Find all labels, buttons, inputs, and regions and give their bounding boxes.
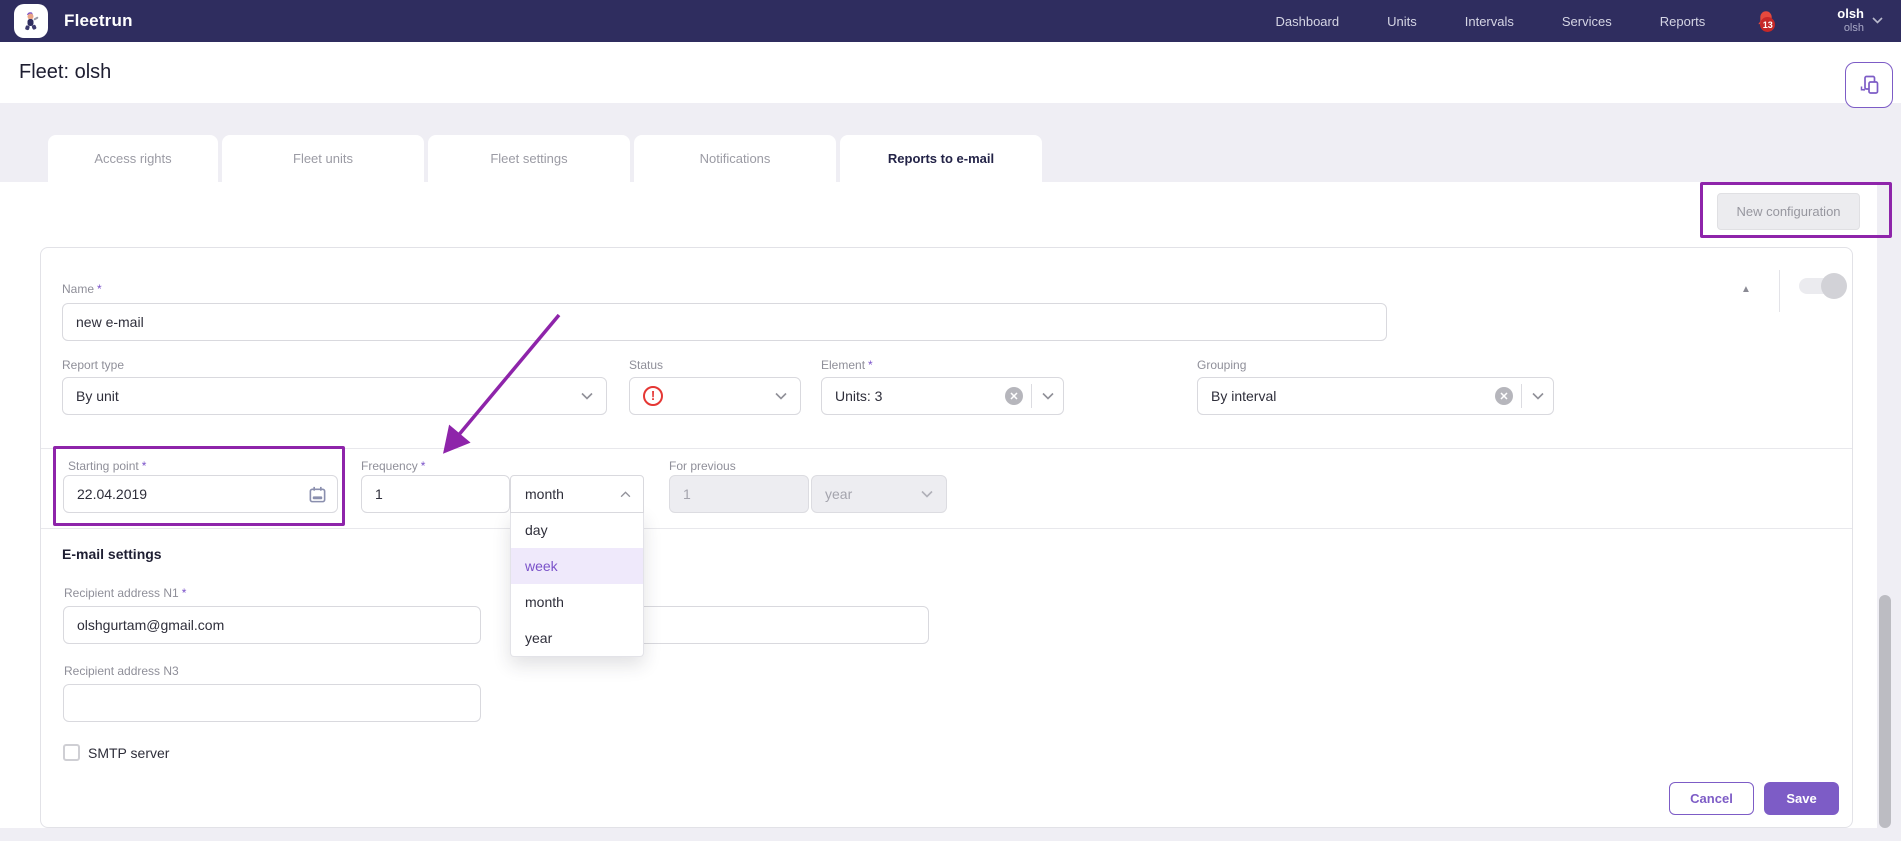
clear-grouping-icon[interactable]: ✕ xyxy=(1495,387,1513,405)
top-nav-items: Dashboard Units Intervals Services Repor… xyxy=(1252,0,1892,42)
user-name: olsh xyxy=(1837,6,1864,22)
dropdown-option-day[interactable]: day xyxy=(525,522,548,538)
chevron-down-icon xyxy=(1872,17,1883,25)
card-header-divider xyxy=(1779,270,1780,312)
clear-element-icon[interactable]: ✕ xyxy=(1005,387,1023,405)
starting-point-value: 22.04.2019 xyxy=(77,486,148,502)
copy-pages-icon xyxy=(1860,75,1879,94)
status-label: Status xyxy=(629,358,664,372)
frequency-unit-select[interactable]: month xyxy=(510,475,644,513)
grouping-select[interactable]: By interval ✕ xyxy=(1197,377,1554,415)
tab-reports-to-email[interactable]: Reports to e-mail xyxy=(840,135,1042,182)
element-select[interactable]: Units: 3 ✕ xyxy=(821,377,1064,415)
required-mark: * xyxy=(141,459,147,473)
copy-fleet-button[interactable] xyxy=(1845,62,1893,108)
notifications-bell[interactable]: 13 xyxy=(1755,9,1779,33)
toggle-knob xyxy=(1821,273,1847,299)
for-previous-unit-value: year xyxy=(825,486,853,502)
report-type-select[interactable]: By unit xyxy=(62,377,607,415)
vertical-scrollbar[interactable] xyxy=(1879,595,1891,828)
tab-access-rights[interactable]: Access rights xyxy=(48,135,218,182)
brand-name[interactable]: Fleetrun xyxy=(64,11,133,30)
chevron-up-icon xyxy=(620,490,631,497)
for-previous-label: For previous xyxy=(669,459,736,473)
chevron-down-icon xyxy=(581,392,593,400)
tab-fleet-units[interactable]: Fleet units xyxy=(222,135,424,182)
frequency-unit-value: month xyxy=(525,486,564,502)
required-mark: * xyxy=(868,358,873,372)
name-value: new e-mail xyxy=(76,314,144,330)
chevron-down-icon xyxy=(1532,392,1544,400)
dropdown-option-week[interactable]: week xyxy=(511,548,643,584)
status-select[interactable]: ! xyxy=(629,377,801,415)
for-previous-unit-select: year xyxy=(811,475,947,513)
name-input[interactable]: new e-mail xyxy=(62,303,1387,341)
element-value: Units: 3 xyxy=(835,388,883,404)
chevron-down-icon xyxy=(921,490,933,498)
starting-point-label: Starting point * xyxy=(68,459,147,473)
for-previous-input: 1 xyxy=(669,475,809,513)
notification-count-badge: 13 xyxy=(1760,17,1776,32)
recipient3-label: Recipient address N3 xyxy=(64,664,179,678)
recipient1-input[interactable]: olshgurtam@gmail.com xyxy=(63,606,481,644)
nav-intervals[interactable]: Intervals xyxy=(1464,13,1514,29)
element-label: Element * xyxy=(821,358,873,372)
calendar-icon[interactable] xyxy=(308,485,327,504)
smtp-server-checkbox[interactable] xyxy=(63,744,80,761)
page-title: Fleet: olsh xyxy=(19,61,112,83)
smtp-server-label: SMTP server xyxy=(88,745,170,761)
nav-units[interactable]: Units xyxy=(1387,13,1417,29)
recipient1-value: olshgurtam@gmail.com xyxy=(77,617,225,633)
frequency-input[interactable]: 1 xyxy=(361,475,510,513)
configuration-enabled-toggle[interactable] xyxy=(1799,273,1847,299)
chevron-down-icon xyxy=(1042,392,1054,400)
nav-dashboard[interactable]: Dashboard xyxy=(1275,13,1340,29)
required-mark: * xyxy=(181,586,187,600)
required-mark: * xyxy=(97,282,102,296)
frequency-value: 1 xyxy=(375,486,383,502)
recipient3-input[interactable] xyxy=(63,684,481,722)
recipient1-label: Recipient address N1 * xyxy=(64,586,187,600)
app-logo[interactable] xyxy=(14,4,48,38)
report-type-value: By unit xyxy=(76,388,119,404)
page-title-bar: Fleet: olsh xyxy=(0,42,1901,103)
dropdown-option-year[interactable]: year xyxy=(525,630,553,646)
dropdown-option-month[interactable]: month xyxy=(525,594,564,610)
save-button[interactable]: Save xyxy=(1764,782,1839,815)
user-menu[interactable]: olsh olsh xyxy=(1837,6,1883,35)
frequency-unit-dropdown: day week month year xyxy=(510,512,644,657)
for-previous-value: 1 xyxy=(683,486,691,502)
report-configuration-card: ▲ Name * new e-mail Report type Status El… xyxy=(40,247,1853,828)
collapse-card-icon[interactable]: ▲ xyxy=(1741,284,1751,295)
chevron-down-icon xyxy=(775,392,787,400)
tab-fleet-settings[interactable]: Fleet settings xyxy=(428,135,630,182)
mascot-icon xyxy=(25,12,39,31)
status-warning-icon: ! xyxy=(643,386,663,406)
row-divider xyxy=(41,528,1852,529)
row-divider xyxy=(41,448,1852,449)
tab-notifications[interactable]: Notifications xyxy=(634,135,836,182)
starting-point-input[interactable]: 22.04.2019 xyxy=(63,475,338,513)
fleet-tabs: Access rights Fleet units Fleet settings… xyxy=(48,135,1042,182)
new-configuration-button[interactable]: New configuration xyxy=(1717,193,1860,230)
email-settings-heading: E-mail settings xyxy=(62,546,162,562)
nav-reports[interactable]: Reports xyxy=(1659,13,1706,29)
frequency-label: Frequency * xyxy=(361,459,426,473)
nav-services[interactable]: Services xyxy=(1561,13,1612,29)
grouping-value: By interval xyxy=(1211,388,1277,404)
grouping-label: Grouping xyxy=(1197,358,1247,372)
report-type-label: Report type xyxy=(62,358,125,372)
top-navigation-bar: Fleetrun Dashboard Units Intervals Servi… xyxy=(0,0,1901,42)
cancel-button[interactable]: Cancel xyxy=(1669,782,1754,815)
required-mark: * xyxy=(420,459,426,473)
user-account: olsh xyxy=(1843,22,1864,35)
name-label: Name * xyxy=(62,282,102,296)
